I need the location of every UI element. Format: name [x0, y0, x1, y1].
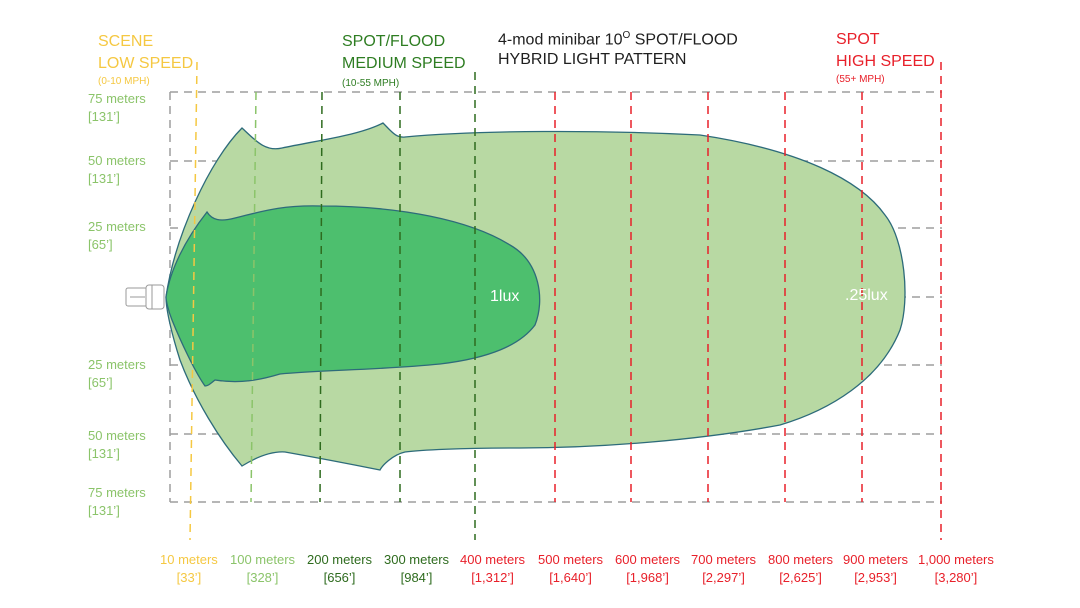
x-label-meters: 900 meters — [843, 552, 909, 567]
x-label-100m: 100 meters [328’] — [230, 551, 295, 587]
y-label-50-top: 50 meters [131’] — [88, 153, 146, 186]
x-label-meters: 800 meters — [768, 552, 834, 567]
scene-mph-label: (0-10 MPH) — [98, 76, 150, 87]
x-label-feet: [1,640’] — [549, 570, 592, 585]
x-label-200m: 200 meters [656’] — [307, 551, 372, 587]
y-label-75-bottom: 75 meters [131’] — [88, 485, 146, 518]
x-label-400m: 400 meters [1,312’] — [460, 551, 525, 587]
x-label-meters: 400 meters — [460, 552, 526, 567]
inner-lux-label: 1lux — [490, 288, 520, 305]
spotflood-zone-label: SPOT/FLOOD — [342, 33, 446, 50]
y-label-50-bottom: 50 meters [131’] — [88, 428, 146, 461]
x-label-feet: [2,953’] — [854, 570, 897, 585]
x-label-900m: 900 meters [2,953’] — [843, 551, 908, 587]
diagram-title-line2: HYBRID LIGHT PATTERN — [498, 51, 687, 68]
x-label-meters: 600 meters — [615, 552, 681, 567]
x-label-1000m: 1,000 meters [3,280’] — [918, 551, 994, 587]
scene-speed-label: LOW SPEED — [98, 55, 194, 72]
spotflood-speed-label: MEDIUM SPEED — [342, 55, 466, 72]
spot-speed-label: HIGH SPEED — [836, 53, 935, 70]
y-label-25-top: 25 meters [65’] — [88, 219, 146, 252]
x-label-feet: [3,280’] — [934, 570, 978, 585]
x-label-meters: 10 meters — [160, 552, 218, 567]
diagram-title-line1: 4-mod minibar 10O SPOT/FLOOD — [498, 30, 738, 49]
x-label-meters: 200 meters — [307, 552, 373, 567]
x-label-500m: 500 meters [1,640’] — [538, 551, 603, 587]
spot-zone-label: SPOT — [836, 31, 880, 48]
x-label-feet: [984’] — [400, 570, 433, 585]
scene-zone-label: SCENE — [98, 33, 154, 50]
x-label-meters: 700 meters — [691, 552, 757, 567]
marker-200m — [319, 91, 323, 503]
marker-10m — [189, 61, 198, 541]
marker-100m — [250, 91, 257, 503]
x-label-800m: 800 meters [2,625’] — [768, 551, 833, 587]
x-label-feet: [1,312’] — [471, 570, 514, 585]
outer-lux-label: .25lux — [845, 287, 888, 304]
x-label-feet: [656’] — [323, 570, 356, 585]
x-label-600m: 600 meters [1,968’] — [615, 551, 680, 587]
y-label-75-top: 75 meters [131’] — [88, 91, 146, 124]
x-label-meters: 300 meters — [384, 552, 450, 567]
x-label-feet: [1,968’] — [626, 570, 669, 585]
truck-icon — [125, 284, 165, 310]
spot-mph-label: (55+ MPH) — [836, 74, 885, 85]
x-label-700m: 700 meters [2,297’] — [691, 551, 756, 587]
x-label-meters: 500 meters — [538, 552, 604, 567]
x-label-feet: [2,625’] — [779, 570, 822, 585]
x-label-300m: 300 meters [984’] — [384, 551, 449, 587]
x-label-meters: 1,000 meters — [918, 552, 994, 567]
spotflood-mph-label: (10-55 MPH) — [342, 78, 400, 89]
x-label-10m: 10 meters [33’] — [160, 551, 218, 587]
x-label-feet: [2,297’] — [702, 570, 745, 585]
inner-lux-region — [165, 205, 541, 387]
x-label-feet: [328’] — [246, 570, 279, 585]
x-label-feet: [33’] — [176, 570, 202, 585]
x-label-meters: 100 meters — [230, 552, 296, 567]
y-label-25-bottom: 25 meters [65’] — [88, 357, 146, 390]
vertical-markers — [189, 61, 942, 541]
